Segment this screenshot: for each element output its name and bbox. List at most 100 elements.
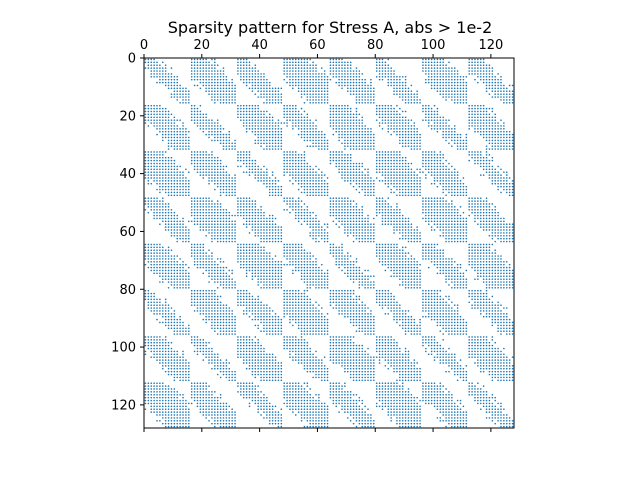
nonzero-marker xyxy=(358,113,361,116)
nonzero-marker xyxy=(413,130,416,133)
nonzero-marker xyxy=(271,119,274,121)
nonzero-marker xyxy=(242,122,245,124)
nonzero-marker xyxy=(433,104,436,107)
nonzero-marker xyxy=(349,61,352,64)
nonzero-marker xyxy=(361,174,364,176)
nonzero-marker xyxy=(216,240,219,243)
nonzero-marker xyxy=(245,81,248,84)
nonzero-marker xyxy=(294,116,297,119)
nonzero-marker xyxy=(268,226,271,228)
nonzero-marker xyxy=(280,87,283,90)
nonzero-marker xyxy=(271,226,274,228)
nonzero-marker xyxy=(202,162,205,165)
nonzero-marker xyxy=(240,165,242,168)
nonzero-marker xyxy=(488,171,491,173)
nonzero-marker xyxy=(500,145,502,147)
nonzero-marker xyxy=(320,136,323,139)
nonzero-marker xyxy=(401,255,404,257)
nonzero-marker xyxy=(445,200,447,202)
nonzero-marker xyxy=(425,203,427,205)
nonzero-marker xyxy=(300,180,303,182)
nonzero-marker xyxy=(439,75,442,78)
nonzero-marker xyxy=(240,151,242,153)
nonzero-marker xyxy=(268,148,271,150)
nonzero-marker xyxy=(245,246,248,249)
nonzero-marker xyxy=(505,174,508,176)
nonzero-marker xyxy=(384,182,387,185)
nonzero-marker xyxy=(399,237,401,240)
nonzero-marker xyxy=(196,84,199,87)
nonzero-marker xyxy=(190,151,193,153)
nonzero-marker xyxy=(448,96,450,98)
nonzero-marker xyxy=(349,87,352,90)
nonzero-marker xyxy=(170,232,173,234)
nonzero-marker xyxy=(216,133,219,136)
nonzero-marker xyxy=(150,116,153,119)
nonzero-marker xyxy=(159,206,161,208)
nonzero-marker xyxy=(361,90,364,93)
nonzero-marker xyxy=(309,90,312,93)
nonzero-marker xyxy=(500,130,502,133)
nonzero-marker xyxy=(185,180,187,182)
nonzero-marker xyxy=(153,168,155,171)
nonzero-marker xyxy=(358,96,361,98)
nonzero-marker xyxy=(485,119,488,121)
nonzero-marker xyxy=(144,104,147,107)
nonzero-marker xyxy=(387,249,390,252)
nonzero-marker xyxy=(462,194,465,197)
nonzero-marker xyxy=(190,255,193,257)
nonzero-marker xyxy=(294,246,297,249)
nonzero-marker xyxy=(387,217,390,220)
nonzero-marker xyxy=(451,99,453,101)
nonzero-marker xyxy=(465,142,468,145)
nonzero-marker xyxy=(159,249,161,252)
nonzero-marker xyxy=(309,87,312,90)
nonzero-marker xyxy=(491,75,494,78)
nonzero-marker xyxy=(474,159,476,162)
nonzero-marker xyxy=(167,206,170,208)
nonzero-marker xyxy=(346,107,349,110)
nonzero-marker xyxy=(456,177,459,179)
nonzero-marker xyxy=(150,177,153,179)
nonzero-marker xyxy=(451,223,453,226)
nonzero-marker xyxy=(150,208,153,211)
nonzero-marker xyxy=(300,81,303,84)
nonzero-marker xyxy=(505,130,508,133)
nonzero-marker xyxy=(329,214,332,217)
nonzero-marker xyxy=(404,110,407,113)
nonzero-marker xyxy=(286,246,288,249)
nonzero-marker xyxy=(315,90,317,93)
nonzero-marker xyxy=(242,58,245,61)
nonzero-marker xyxy=(257,90,259,93)
nonzero-marker xyxy=(147,165,150,168)
nonzero-marker xyxy=(407,136,410,139)
nonzero-marker xyxy=(361,142,364,145)
nonzero-marker xyxy=(419,101,421,104)
nonzero-marker xyxy=(196,206,199,208)
nonzero-marker xyxy=(323,240,326,243)
nonzero-marker xyxy=(153,73,155,75)
nonzero-marker xyxy=(144,154,147,156)
nonzero-marker xyxy=(338,107,340,110)
nonzero-marker xyxy=(164,220,167,223)
nonzero-marker xyxy=(448,61,450,64)
nonzero-marker xyxy=(263,174,265,176)
nonzero-marker xyxy=(346,119,349,121)
nonzero-marker xyxy=(427,165,430,168)
nonzero-marker xyxy=(390,168,392,171)
nonzero-marker xyxy=(378,246,381,249)
nonzero-marker xyxy=(323,191,326,194)
nonzero-marker xyxy=(508,226,511,228)
nonzero-marker xyxy=(387,165,390,168)
nonzero-marker xyxy=(251,78,254,81)
nonzero-marker xyxy=(318,226,320,228)
nonzero-marker xyxy=(500,93,502,95)
nonzero-marker xyxy=(364,130,366,133)
nonzero-marker xyxy=(367,128,369,130)
nonzero-marker xyxy=(309,84,312,87)
nonzero-marker xyxy=(231,234,233,237)
nonzero-marker xyxy=(459,93,462,95)
nonzero-marker xyxy=(167,229,170,231)
nonzero-marker xyxy=(211,174,213,176)
nonzero-marker xyxy=(176,75,179,78)
